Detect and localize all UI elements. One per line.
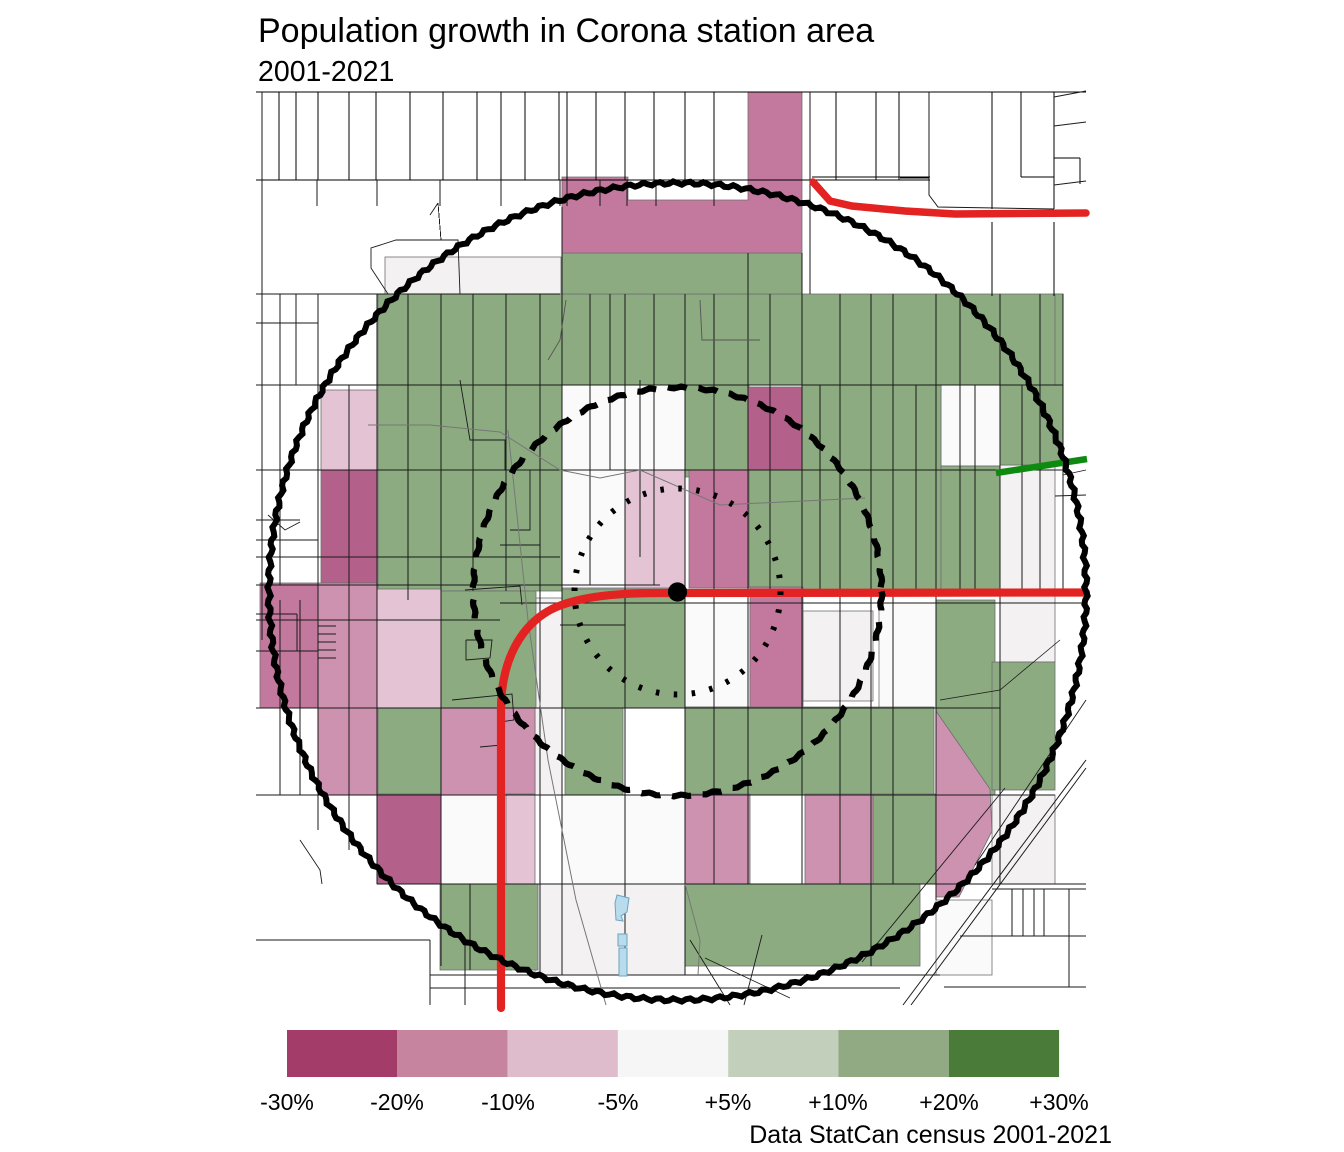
svg-text:+30%: +30% [1029,1089,1088,1115]
svg-text:+20%: +20% [919,1089,978,1115]
svg-text:Population growth in Corona st: Population growth in Corona station area [258,12,874,50]
svg-text:Data StatCan census 2001-2021: Data StatCan census 2001-2021 [749,1121,1112,1149]
svg-text:+10%: +10% [808,1089,867,1115]
svg-text:-10%: -10% [481,1089,535,1115]
svg-text:-5%: -5% [598,1089,639,1115]
svg-text:-20%: -20% [370,1089,424,1115]
svg-text:-30%: -30% [260,1089,314,1115]
svg-text:2001-2021: 2001-2021 [258,56,394,88]
svg-text:+5%: +5% [705,1089,752,1115]
